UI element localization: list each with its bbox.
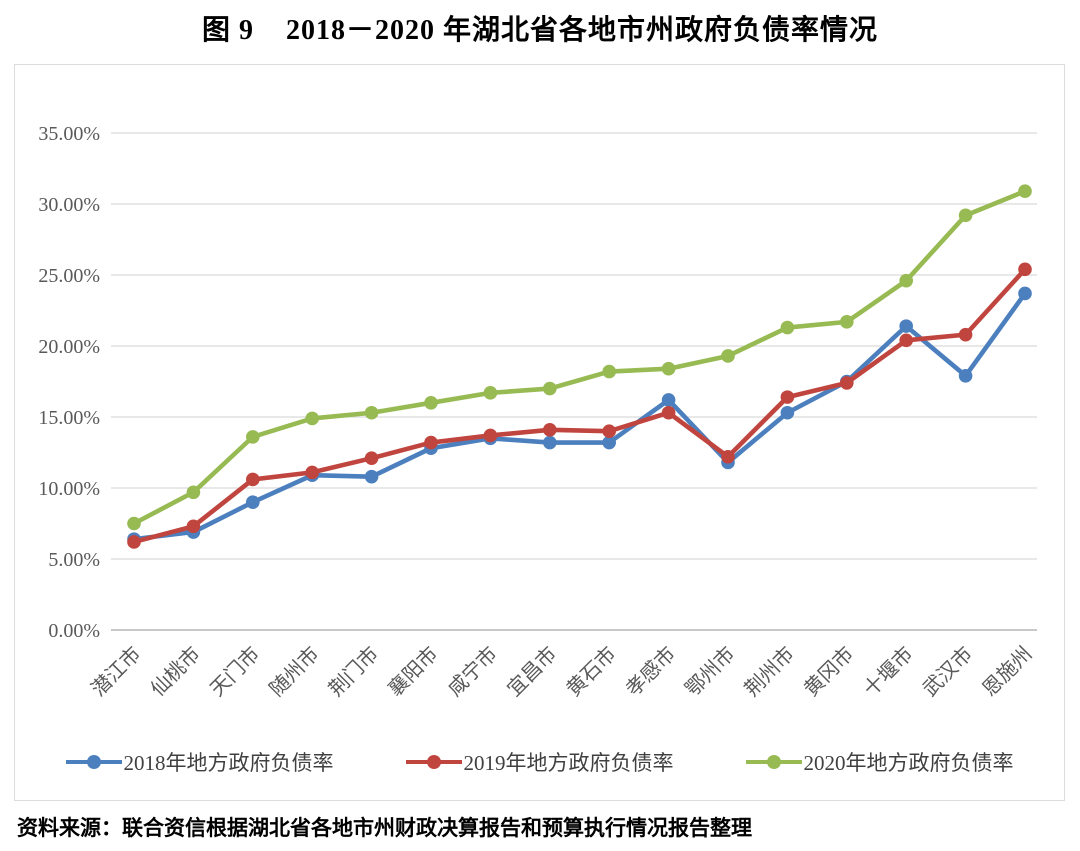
data-point-marker: [840, 376, 854, 390]
data-point-marker: [602, 424, 616, 439]
x-tick-label: 潜江市: [87, 642, 146, 701]
data-point-marker: [246, 495, 260, 510]
data-point-marker: [840, 315, 854, 329]
data-point-marker: [661, 405, 676, 420]
data-point-marker: [364, 451, 379, 465]
data-point-marker: [186, 485, 201, 500]
legend-item-2019: 2019年地方政府负债率: [405, 747, 674, 777]
data-point-marker: [958, 369, 973, 383]
data-point-marker: [424, 396, 438, 410]
data-point-marker: [424, 435, 438, 450]
data-point-marker: [1018, 184, 1032, 199]
data-point-marker: [602, 435, 616, 450]
y-tick-label: 0.00%: [48, 620, 100, 642]
x-tick-label: 荆州市: [740, 642, 799, 701]
chart-frame: 0.00% 5.00% 10.00% 15.00% 20.00% 25.00% 30.00%…: [14, 64, 1065, 801]
x-tick-label: 宜昌市: [503, 642, 562, 701]
data-point-marker: [721, 449, 735, 464]
data-point-marker: [543, 422, 557, 437]
data-point-marker: [246, 430, 260, 444]
data-point-marker: [780, 405, 795, 420]
data-point-marker: [364, 469, 379, 484]
x-tick-label: 鄂州市: [681, 642, 740, 701]
data-point-marker: [543, 381, 557, 396]
data-point-marker: [305, 411, 320, 426]
data-point-marker: [246, 472, 260, 487]
debt-ratio-line-chart: 0.00% 5.00% 10.00% 15.00% 20.00% 25.00% 30.00%…: [38, 123, 1037, 701]
legend-marker-2019-icon: [405, 755, 462, 769]
data-point-marker: [127, 535, 141, 549]
y-tick-label: 20.00%: [38, 336, 100, 358]
data-point-marker: [899, 333, 913, 348]
legend-marker-2020-icon: [745, 755, 802, 769]
x-tick-label: 武汉市: [918, 642, 977, 701]
data-point-marker: [958, 208, 973, 223]
x-tick-label: 黄石市: [562, 642, 621, 701]
legend-item-2018: 2018年地方政府负债率: [65, 747, 334, 777]
data-point-marker: [602, 364, 616, 379]
data-point-marker: [721, 349, 735, 363]
x-tick-label: 黄冈市: [800, 642, 859, 701]
data-point-marker: [1018, 262, 1032, 277]
data-point-marker: [661, 393, 676, 407]
data-point-marker: [543, 435, 557, 450]
legend-label-2020: 2020年地方政府负债率: [803, 751, 1014, 775]
x-tick-label: 孝感市: [621, 642, 680, 701]
x-tick-label: 天门市: [206, 642, 265, 701]
data-point-marker: [899, 319, 913, 333]
data-point-marker: [364, 405, 379, 420]
data-point-marker: [305, 465, 320, 480]
x-tick-label: 十堰市: [859, 642, 918, 701]
x-tick-label: 荆门市: [324, 642, 383, 701]
series-line: [131, 291, 1028, 542]
x-tick-label: 恩施州: [978, 642, 1037, 701]
data-point-marker: [1018, 286, 1032, 301]
legend-item-2020: 2020年地方政府负债率: [745, 747, 1014, 777]
y-tick-label: 15.00%: [38, 407, 100, 429]
data-point-marker: [780, 390, 795, 404]
y-tick-label: 35.00%: [38, 123, 100, 145]
series-line: [131, 267, 1028, 545]
source-note: 资料来源：联合资信根据湖北省各地市州财政决算报告和预算执行情况报告整理: [17, 816, 752, 840]
data-point-marker: [661, 361, 676, 376]
data-point-marker: [483, 428, 498, 443]
data-point-marker: [958, 327, 973, 342]
data-point-marker: [186, 519, 201, 534]
x-tick-label: 随州市: [265, 642, 324, 701]
chart-legend: 2018年地方政府负债率 2019年地方政府负债率 2020年地方政府负债率: [15, 747, 1064, 777]
data-point-marker: [899, 273, 913, 288]
y-tick-label: 5.00%: [48, 549, 100, 571]
data-point-marker: [127, 516, 141, 531]
y-tick-label: 25.00%: [38, 265, 100, 287]
data-point-marker: [780, 320, 795, 335]
y-tick-label: 30.00%: [38, 194, 100, 216]
data-point-marker: [483, 386, 498, 400]
series-line: [131, 188, 1028, 526]
x-tick-label: 仙桃市: [146, 642, 205, 701]
legend-marker-2018-icon: [65, 755, 122, 769]
x-tick-label: 咸宁市: [443, 642, 502, 701]
legend-label-2018: 2018年地方政府负债率: [123, 751, 334, 775]
figure-title: 图 9 2018－2020 年湖北省各地市州政府负债率情况: [201, 15, 878, 46]
y-tick-label: 10.00%: [38, 478, 100, 500]
legend-label-2019: 2019年地方政府负债率: [463, 751, 674, 775]
x-tick-label: 襄阳市: [384, 642, 443, 701]
